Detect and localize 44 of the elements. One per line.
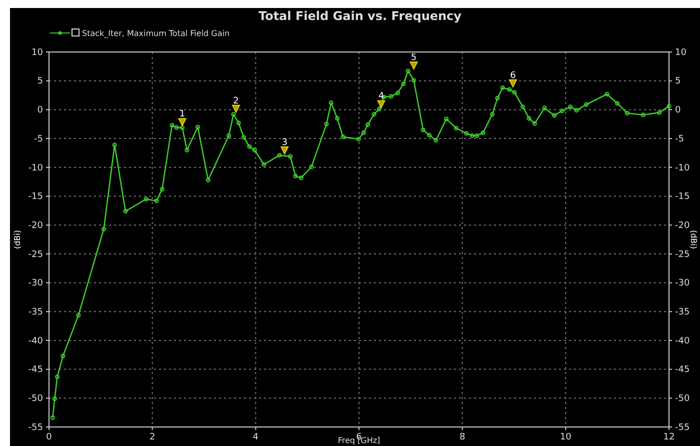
y-tick-label: -35 xyxy=(28,307,43,318)
y2-tick-label: -15 xyxy=(675,192,690,202)
y2-tick-label: -5 xyxy=(675,134,684,144)
y2-tick-label: -45 xyxy=(675,365,690,376)
y-tick-label: -50 xyxy=(28,394,44,404)
y-tick-label: -10 xyxy=(28,163,44,174)
x-tick-label: 12 xyxy=(663,432,675,442)
y-tick-label: -55 xyxy=(28,422,43,433)
chart-title: Total Field Gain vs. Frequency xyxy=(258,9,462,23)
annotation: 2 xyxy=(233,96,239,106)
x-tick-label: 4 xyxy=(252,432,259,442)
text: Stack_Iter, Maximum Total Field Gain xyxy=(82,29,230,38)
y-tick-label: -40 xyxy=(28,336,44,346)
y-axis-title: (dBi) xyxy=(13,230,22,250)
y2-tick-label: 0 xyxy=(675,106,681,116)
x-tick-label: 2 xyxy=(149,432,156,442)
annotation: 1 xyxy=(179,110,186,120)
annotation: 4 xyxy=(378,92,384,102)
y2-tick-label: 10 xyxy=(675,48,687,58)
y2-tick-label: -55 xyxy=(675,422,690,433)
y-tick-label: 0 xyxy=(37,106,44,116)
y-tick-label: 10 xyxy=(32,48,44,58)
y2-tick-label: -30 xyxy=(675,278,690,289)
annotation: 3 xyxy=(282,138,288,148)
y2-tick-label: -10 xyxy=(675,163,690,174)
y-tick-label: -20 xyxy=(28,220,44,231)
y-tick-label: -30 xyxy=(28,278,44,289)
y2-axis-title: (dBi) xyxy=(689,230,698,250)
y2-tick-label: -20 xyxy=(675,220,690,231)
x-tick-label: 10 xyxy=(560,432,572,442)
x-tick-label: 8 xyxy=(459,432,466,442)
y2-tick-label: -35 xyxy=(675,307,690,318)
y-tick-label: -5 xyxy=(34,134,43,144)
y2-tick-label: -50 xyxy=(675,394,690,404)
y2-tick-label: -40 xyxy=(675,336,690,346)
y-tick-label: -15 xyxy=(28,192,43,202)
y-tick-label: 5 xyxy=(37,76,43,87)
y-tick-label: -25 xyxy=(28,250,43,260)
y-tick-label: -45 xyxy=(28,365,43,376)
x-tick-label: 0 xyxy=(46,432,52,442)
annotation: 5 xyxy=(410,53,417,64)
annotation: 6 xyxy=(510,70,516,81)
y2-tick-label: -25 xyxy=(675,250,690,260)
y2-tick-label: 5 xyxy=(675,76,681,87)
